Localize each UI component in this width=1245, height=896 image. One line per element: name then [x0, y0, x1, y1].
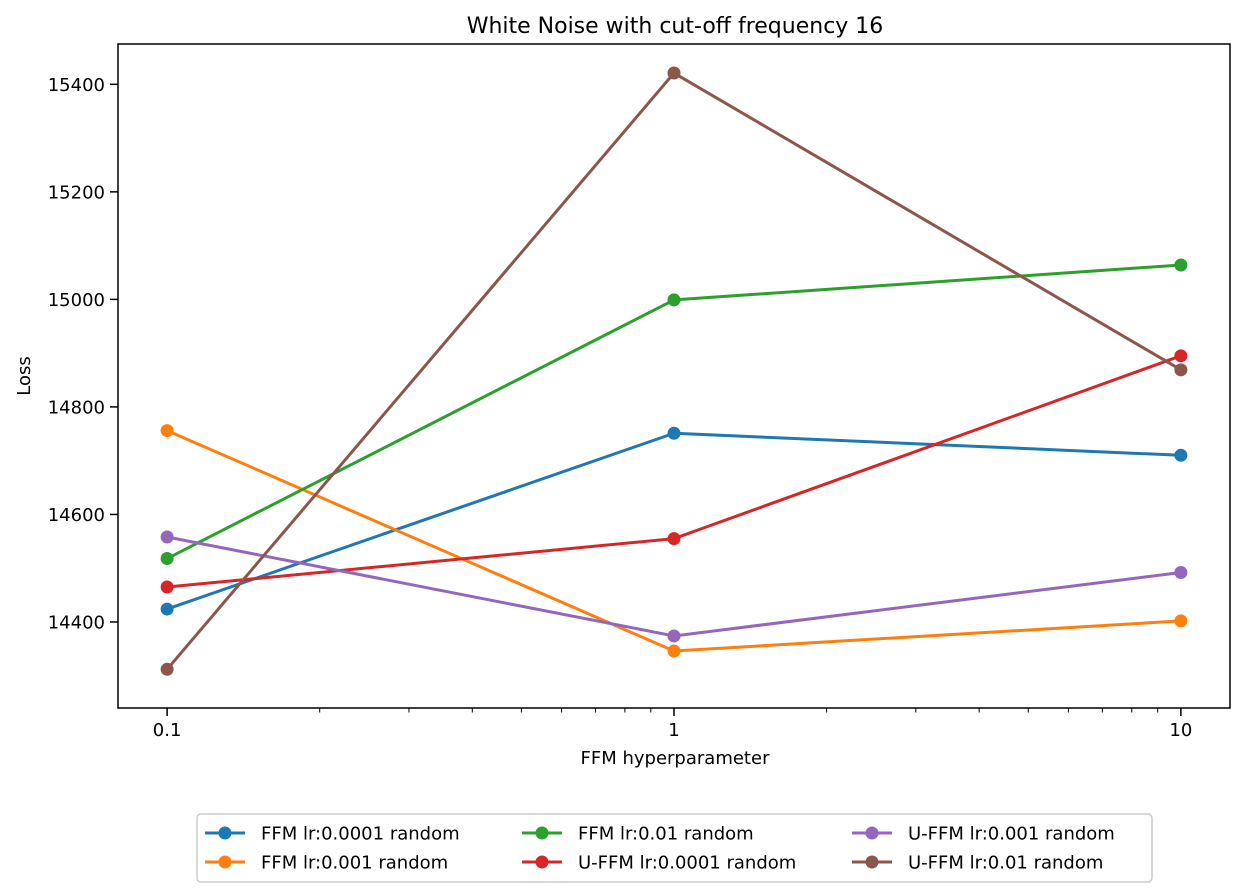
series-3 [160, 258, 1188, 566]
legend-marker [865, 826, 879, 840]
data-point [667, 293, 681, 307]
x-tick-label: 0.1 [153, 720, 182, 741]
data-point [1174, 566, 1188, 580]
x-tick-label: 1 [668, 720, 679, 741]
x-tick-label: 10 [1169, 720, 1192, 741]
legend-item-1: FFM lr:0.0001 random [205, 824, 460, 845]
legend-marker [218, 826, 232, 840]
series-line [165, 71, 1182, 671]
y-tick-label: 14600 [48, 505, 105, 526]
plot-area: 0.1 1 10 14400 14600 14800 15000 15200 15400 [48, 43, 1231, 741]
legend-label: FFM lr:0.001 random [261, 853, 448, 874]
legend-item-6: U-FFM lr:0.01 random [852, 853, 1103, 874]
series-1 [160, 426, 1188, 616]
data-point [160, 662, 174, 676]
series-6 [160, 66, 1188, 676]
series-line [166, 431, 1181, 611]
data-point [160, 530, 174, 544]
data-point [160, 552, 174, 566]
legend-item-4: U-FFM lr:0.0001 random [522, 853, 796, 874]
series-line [166, 354, 1182, 589]
data-point [160, 580, 174, 594]
legend-label: U-FFM lr:0.01 random [908, 853, 1103, 874]
legend-marker [535, 826, 549, 840]
legend-item-2: FFM lr:0.001 random [205, 853, 448, 874]
legend-label: FFM lr:0.01 random [578, 824, 754, 845]
series-5 [160, 530, 1188, 643]
legend-label: U-FFM lr:0.0001 random [578, 853, 796, 874]
data-point [667, 629, 681, 643]
series-line [166, 535, 1182, 638]
data-point [667, 66, 681, 80]
legend-marker [865, 855, 879, 869]
legend-marker [535, 855, 549, 869]
x-axis-label: FFM hyperparameter [581, 748, 771, 769]
y-tick-label: 15200 [48, 182, 105, 203]
y-axis-label: Loss [14, 356, 35, 395]
data-point [1174, 258, 1188, 272]
data-point [160, 602, 174, 616]
chart-title: White Noise with cut-off frequency 16 [467, 14, 884, 39]
data-point [1174, 614, 1188, 628]
data-point [667, 644, 681, 658]
plot-frame [117, 43, 1231, 709]
data-point [160, 424, 174, 438]
legend-label: U-FFM lr:0.001 random [908, 824, 1115, 845]
series-2 [160, 424, 1188, 658]
y-tick-label: 14400 [48, 612, 105, 633]
data-point [1174, 349, 1188, 363]
data-point [667, 426, 681, 440]
y-tick-label: 14800 [48, 397, 105, 418]
data-point [1174, 363, 1188, 377]
legend-label: FFM lr:0.0001 random [261, 824, 460, 845]
data-point [1174, 448, 1188, 462]
y-tick-label: 15000 [48, 290, 105, 311]
y-tick-label: 15400 [48, 75, 105, 96]
legend-item-5: U-FFM lr:0.001 random [852, 824, 1115, 845]
data-point [667, 532, 681, 546]
legend-marker [218, 855, 232, 869]
legend-box [196, 813, 1153, 883]
legend: FFM lr:0.0001 random FFM lr:0.001 random F… [196, 813, 1153, 883]
legend-item-3: FFM lr:0.01 random [522, 824, 754, 845]
